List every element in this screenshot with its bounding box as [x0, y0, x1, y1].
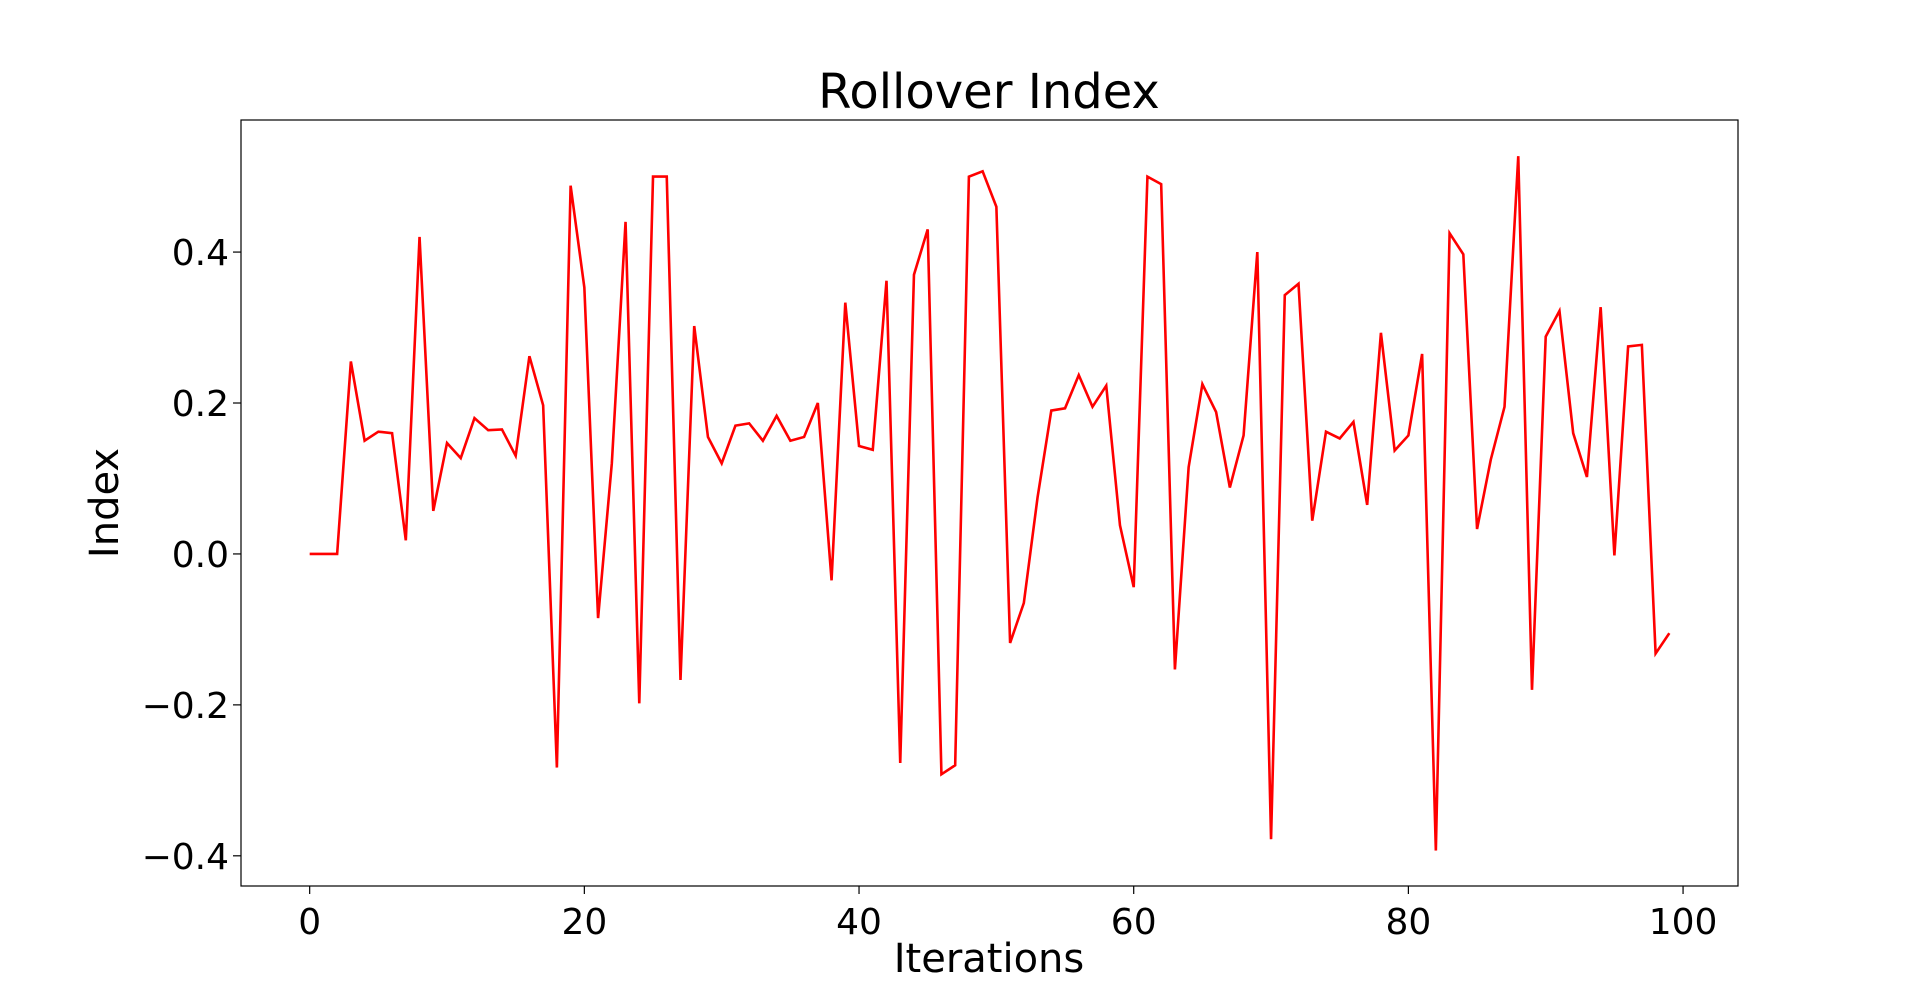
- x-axis-label: Iterations: [894, 936, 1085, 982]
- series-layer: [309, 156, 1671, 851]
- x-tick-label: 60: [1111, 902, 1157, 943]
- y-tick-label: 0.2: [172, 384, 229, 425]
- y-axis: −0.4 −0.2 0.0 0.2 0.4: [142, 233, 241, 878]
- x-tick-label: 20: [561, 902, 607, 943]
- x-tick-label: 80: [1385, 902, 1431, 943]
- series-line-0: [309, 156, 1671, 851]
- x-tick-label: 40: [836, 902, 882, 943]
- chart-title: Rollover Index: [818, 64, 1160, 120]
- plot-frame: [240, 119, 1739, 887]
- x-axis: 0 20 40 60 80 100: [298, 886, 1717, 943]
- y-tick-label: −0.2: [142, 686, 229, 727]
- y-tick-label: 0.0: [172, 535, 229, 576]
- x-tick-label: 0: [298, 902, 321, 943]
- y-tick-label: −0.4: [142, 837, 229, 878]
- x-tick-label: 100: [1649, 902, 1718, 943]
- y-tick-label: 0.4: [172, 233, 229, 274]
- y-axis-label: Index: [82, 448, 128, 558]
